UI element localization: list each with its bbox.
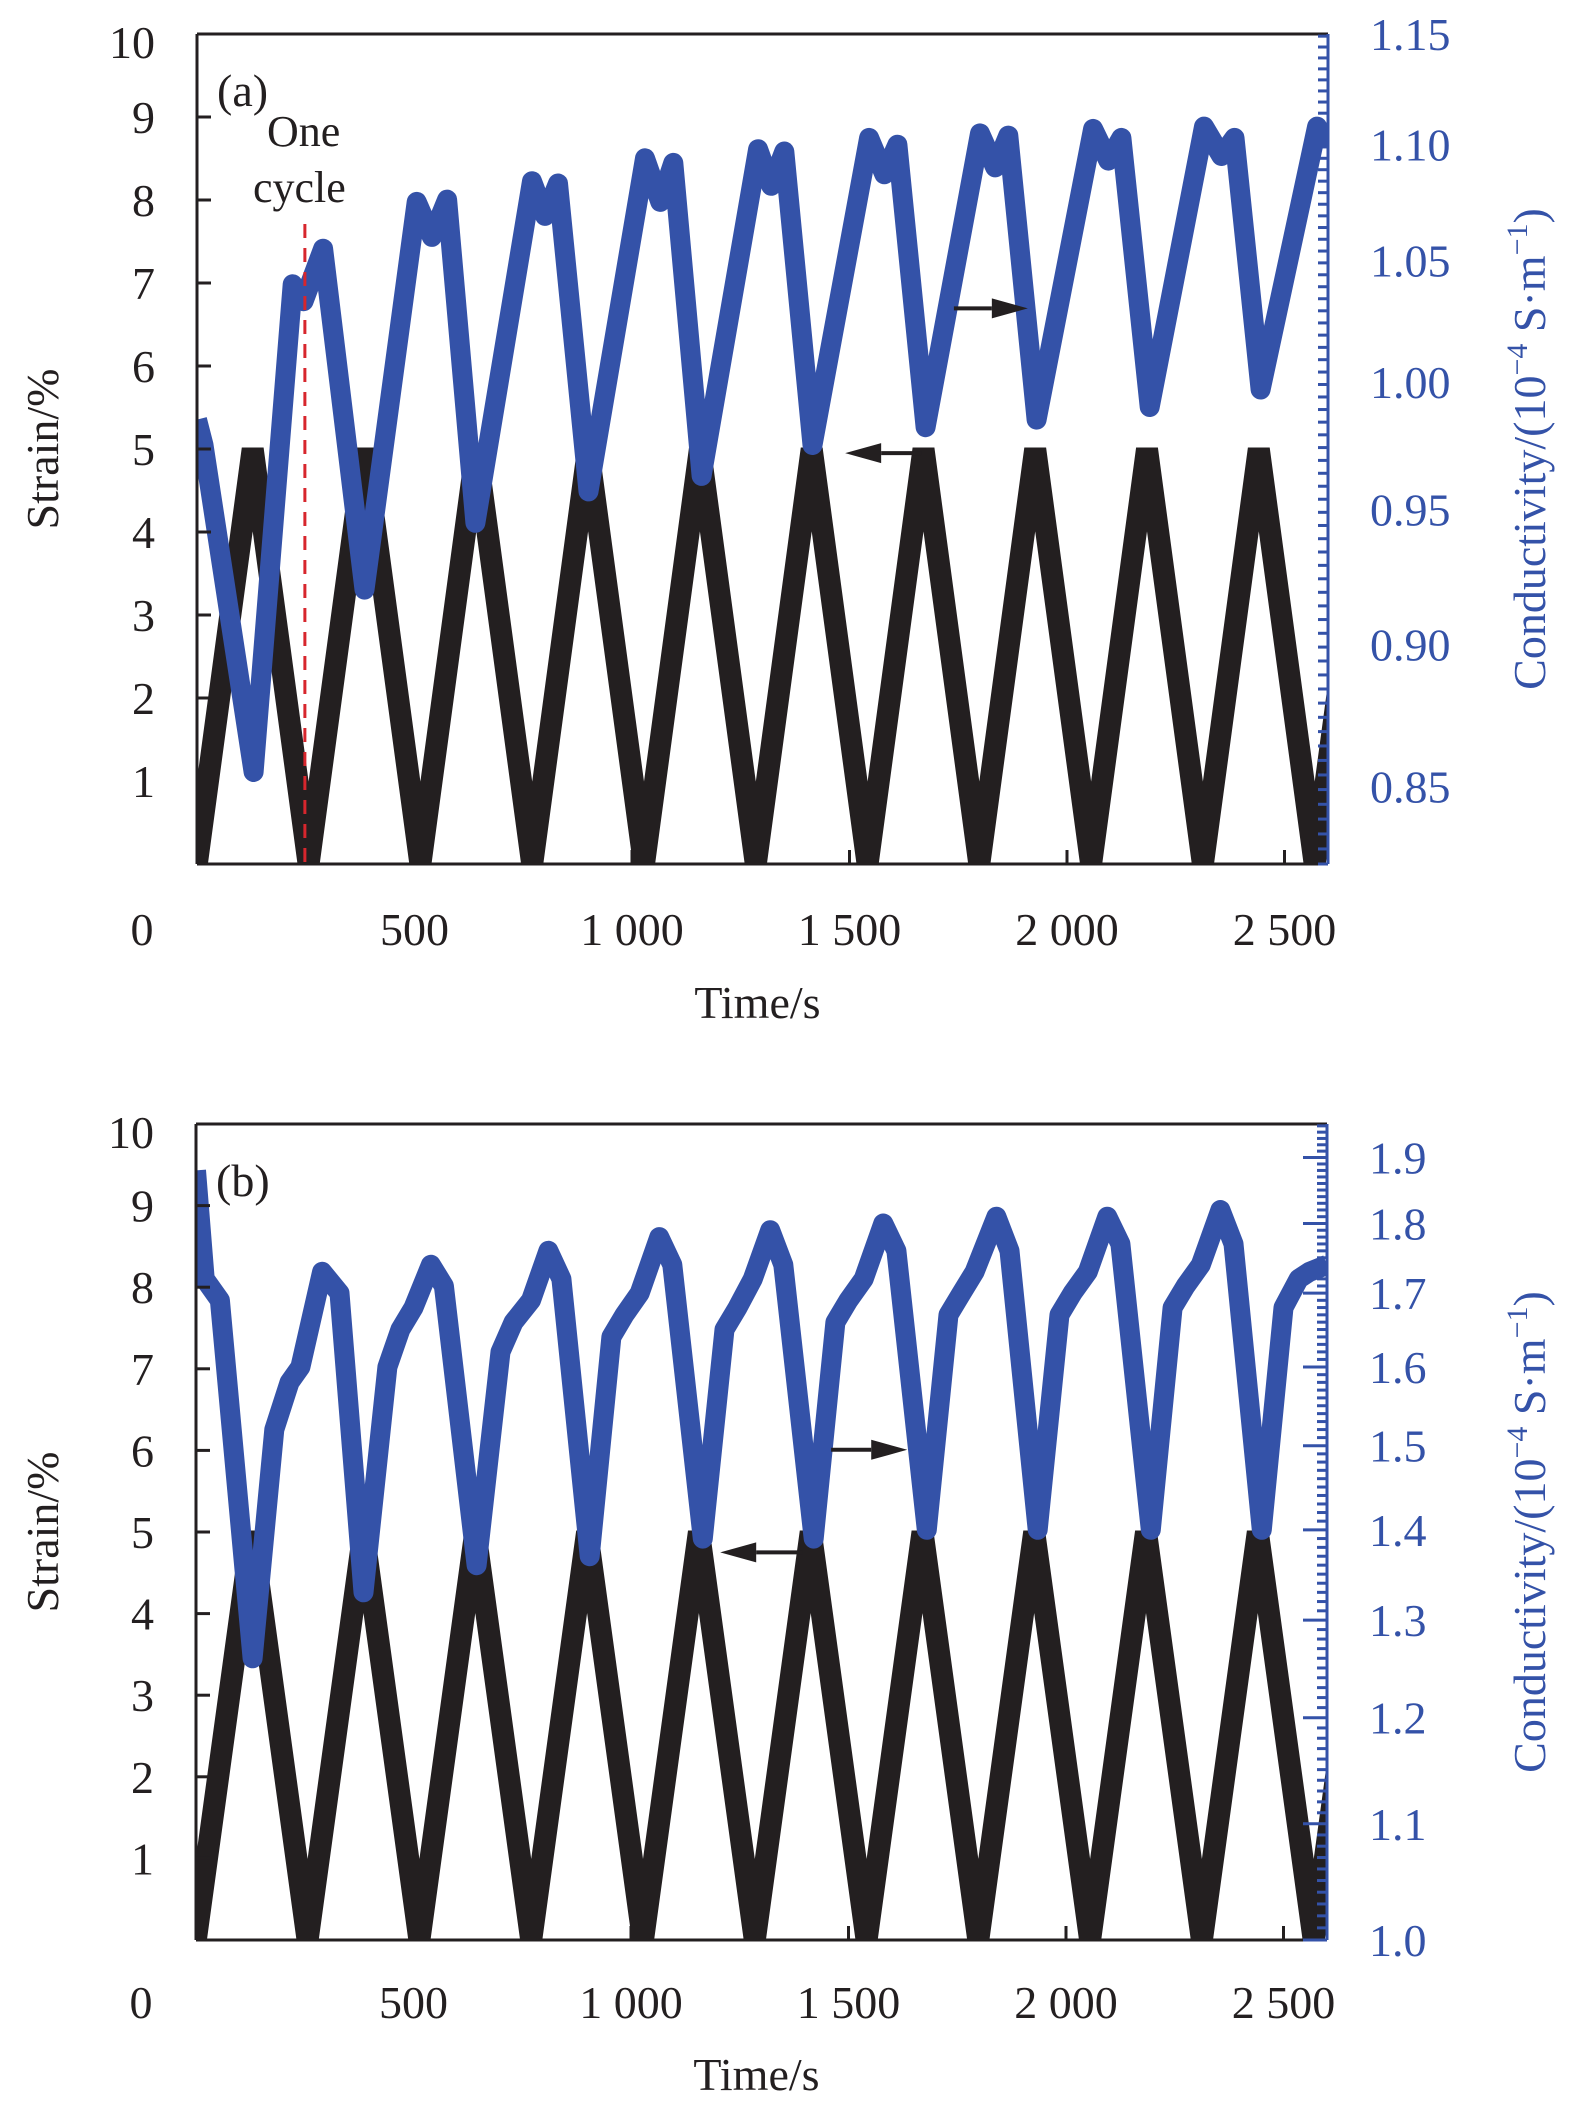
y2-title-exp: −4 <box>1501 1427 1534 1459</box>
y-tick-label: 7 <box>132 258 155 309</box>
panel-b: 0 500 1 000 1 500 2 000 2 500 1 2 3 4 5 6 7 8 9 10 1.0 1.… <box>17 1107 1555 2100</box>
y2-title-prefix: Conductivity/(10 <box>1504 376 1555 690</box>
y-tick-label: 2 <box>131 1752 154 1803</box>
y-tick-label: 1 <box>131 1833 154 1884</box>
y2-tick-label: 1.00 <box>1370 357 1451 408</box>
panel-a: One cycle 0 500 1 000 1 500 2 000 2 500 1 2 3 4 5 6 7 8… <box>17 9 1555 1028</box>
x-tick-label: 0 <box>131 904 154 955</box>
x-tick-label: 2 500 <box>1232 1977 1336 2028</box>
y-axis-title: Strain/% <box>17 1452 68 1613</box>
y2-tick-label: 1.7 <box>1369 1268 1427 1319</box>
y-tick-label: 10 <box>109 17 155 68</box>
y2-axis-title: Conductivity/(10−4 S·m−1) <box>1501 1291 1555 1773</box>
y-axis-title: Strain/% <box>17 369 68 530</box>
y2-title-prefix: Conductivity/(10 <box>1504 1459 1555 1773</box>
x-tick-label: 2 000 <box>1015 904 1119 955</box>
y-tick-label: 8 <box>132 175 155 226</box>
x-tick-label: 0 <box>130 1977 153 2028</box>
y2-tick-label: 1.3 <box>1369 1595 1427 1646</box>
y2-tick-label: 1.2 <box>1369 1693 1427 1744</box>
y-tick-label: 8 <box>131 1262 154 1313</box>
y2-tick-label: 0.85 <box>1370 762 1451 813</box>
x-tick-label: 2 000 <box>1014 1977 1118 2028</box>
strain-series-line <box>197 447 1328 864</box>
y2-tick-label: 1.6 <box>1369 1342 1427 1393</box>
y-tick-label: 2 <box>132 673 155 724</box>
arrow-left-head-icon <box>720 1542 757 1563</box>
y2-title-mid: S·m <box>1504 1338 1555 1426</box>
y2-title-suffix: ) <box>1504 1291 1555 1306</box>
y-tick-label: 4 <box>132 507 155 558</box>
arrow-right-head-icon <box>871 1439 908 1460</box>
y2-tick-label: 0.90 <box>1370 619 1451 670</box>
x-tick-label: 1 500 <box>798 904 902 955</box>
y2-title-exp: −4 <box>1501 344 1534 376</box>
y-tick-label: 5 <box>131 1507 154 1558</box>
x-tick-label: 500 <box>380 904 449 955</box>
conductivity-series-line <box>196 1169 1327 1669</box>
x-tick-label: 2 500 <box>1233 904 1337 955</box>
y2-tick-label: 1.4 <box>1369 1505 1427 1556</box>
arrow-right-head-icon <box>991 298 1028 319</box>
arrow-left-head-icon <box>845 443 882 464</box>
y2-tick-label: 1.05 <box>1370 236 1451 287</box>
y-tick-label: 4 <box>131 1589 154 1640</box>
panel-label: (b) <box>216 1155 270 1206</box>
x-axis-title: Time/s <box>694 977 820 1028</box>
x-tick-label: 1 000 <box>580 904 684 955</box>
y-tick-label: 3 <box>131 1670 154 1721</box>
y-tick-label: 6 <box>131 1425 154 1476</box>
y2-title-exp2: −1 <box>1501 1306 1534 1338</box>
x-tick-label: 500 <box>379 1977 448 2028</box>
y2-tick-label: 1.0 <box>1369 1915 1427 1966</box>
y-tick-label: 9 <box>132 92 155 143</box>
annotation-one: One <box>267 107 340 156</box>
y2-title-mid: S·m <box>1504 255 1555 343</box>
y2-tick-label: 1.8 <box>1369 1198 1427 1249</box>
y2-tick-label: 1.9 <box>1369 1133 1427 1184</box>
y-tick-label: 3 <box>132 590 155 641</box>
x-axis-title: Time/s <box>693 2049 819 2100</box>
panel-label: (a) <box>217 65 268 116</box>
x-tick-label: 1 000 <box>579 1977 683 2028</box>
y-tick-label: 5 <box>132 424 155 475</box>
annotation-cycle: cycle <box>253 163 346 212</box>
x-tick-label: 1 500 <box>797 1977 901 2028</box>
y-tick-label: 10 <box>108 1107 154 1158</box>
y2-axis-title: Conductivity/(10−4 S·m−1) <box>1501 208 1555 690</box>
y2-tick-label: 1.1 <box>1369 1799 1427 1850</box>
y2-tick-label: 1.15 <box>1370 9 1451 60</box>
y2-title-suffix: ) <box>1504 208 1555 223</box>
y-tick-label: 7 <box>131 1344 154 1395</box>
y2-title-exp2: −1 <box>1501 223 1534 255</box>
y2-tick-label: 1.10 <box>1370 120 1451 171</box>
y2-tick-label: 1.5 <box>1369 1421 1427 1472</box>
y2-tick-label: 0.95 <box>1370 485 1451 536</box>
y-tick-label: 6 <box>132 341 155 392</box>
y-tick-label: 9 <box>131 1181 154 1232</box>
strain-series-line <box>196 1530 1327 1940</box>
y-tick-label: 1 <box>132 756 155 807</box>
